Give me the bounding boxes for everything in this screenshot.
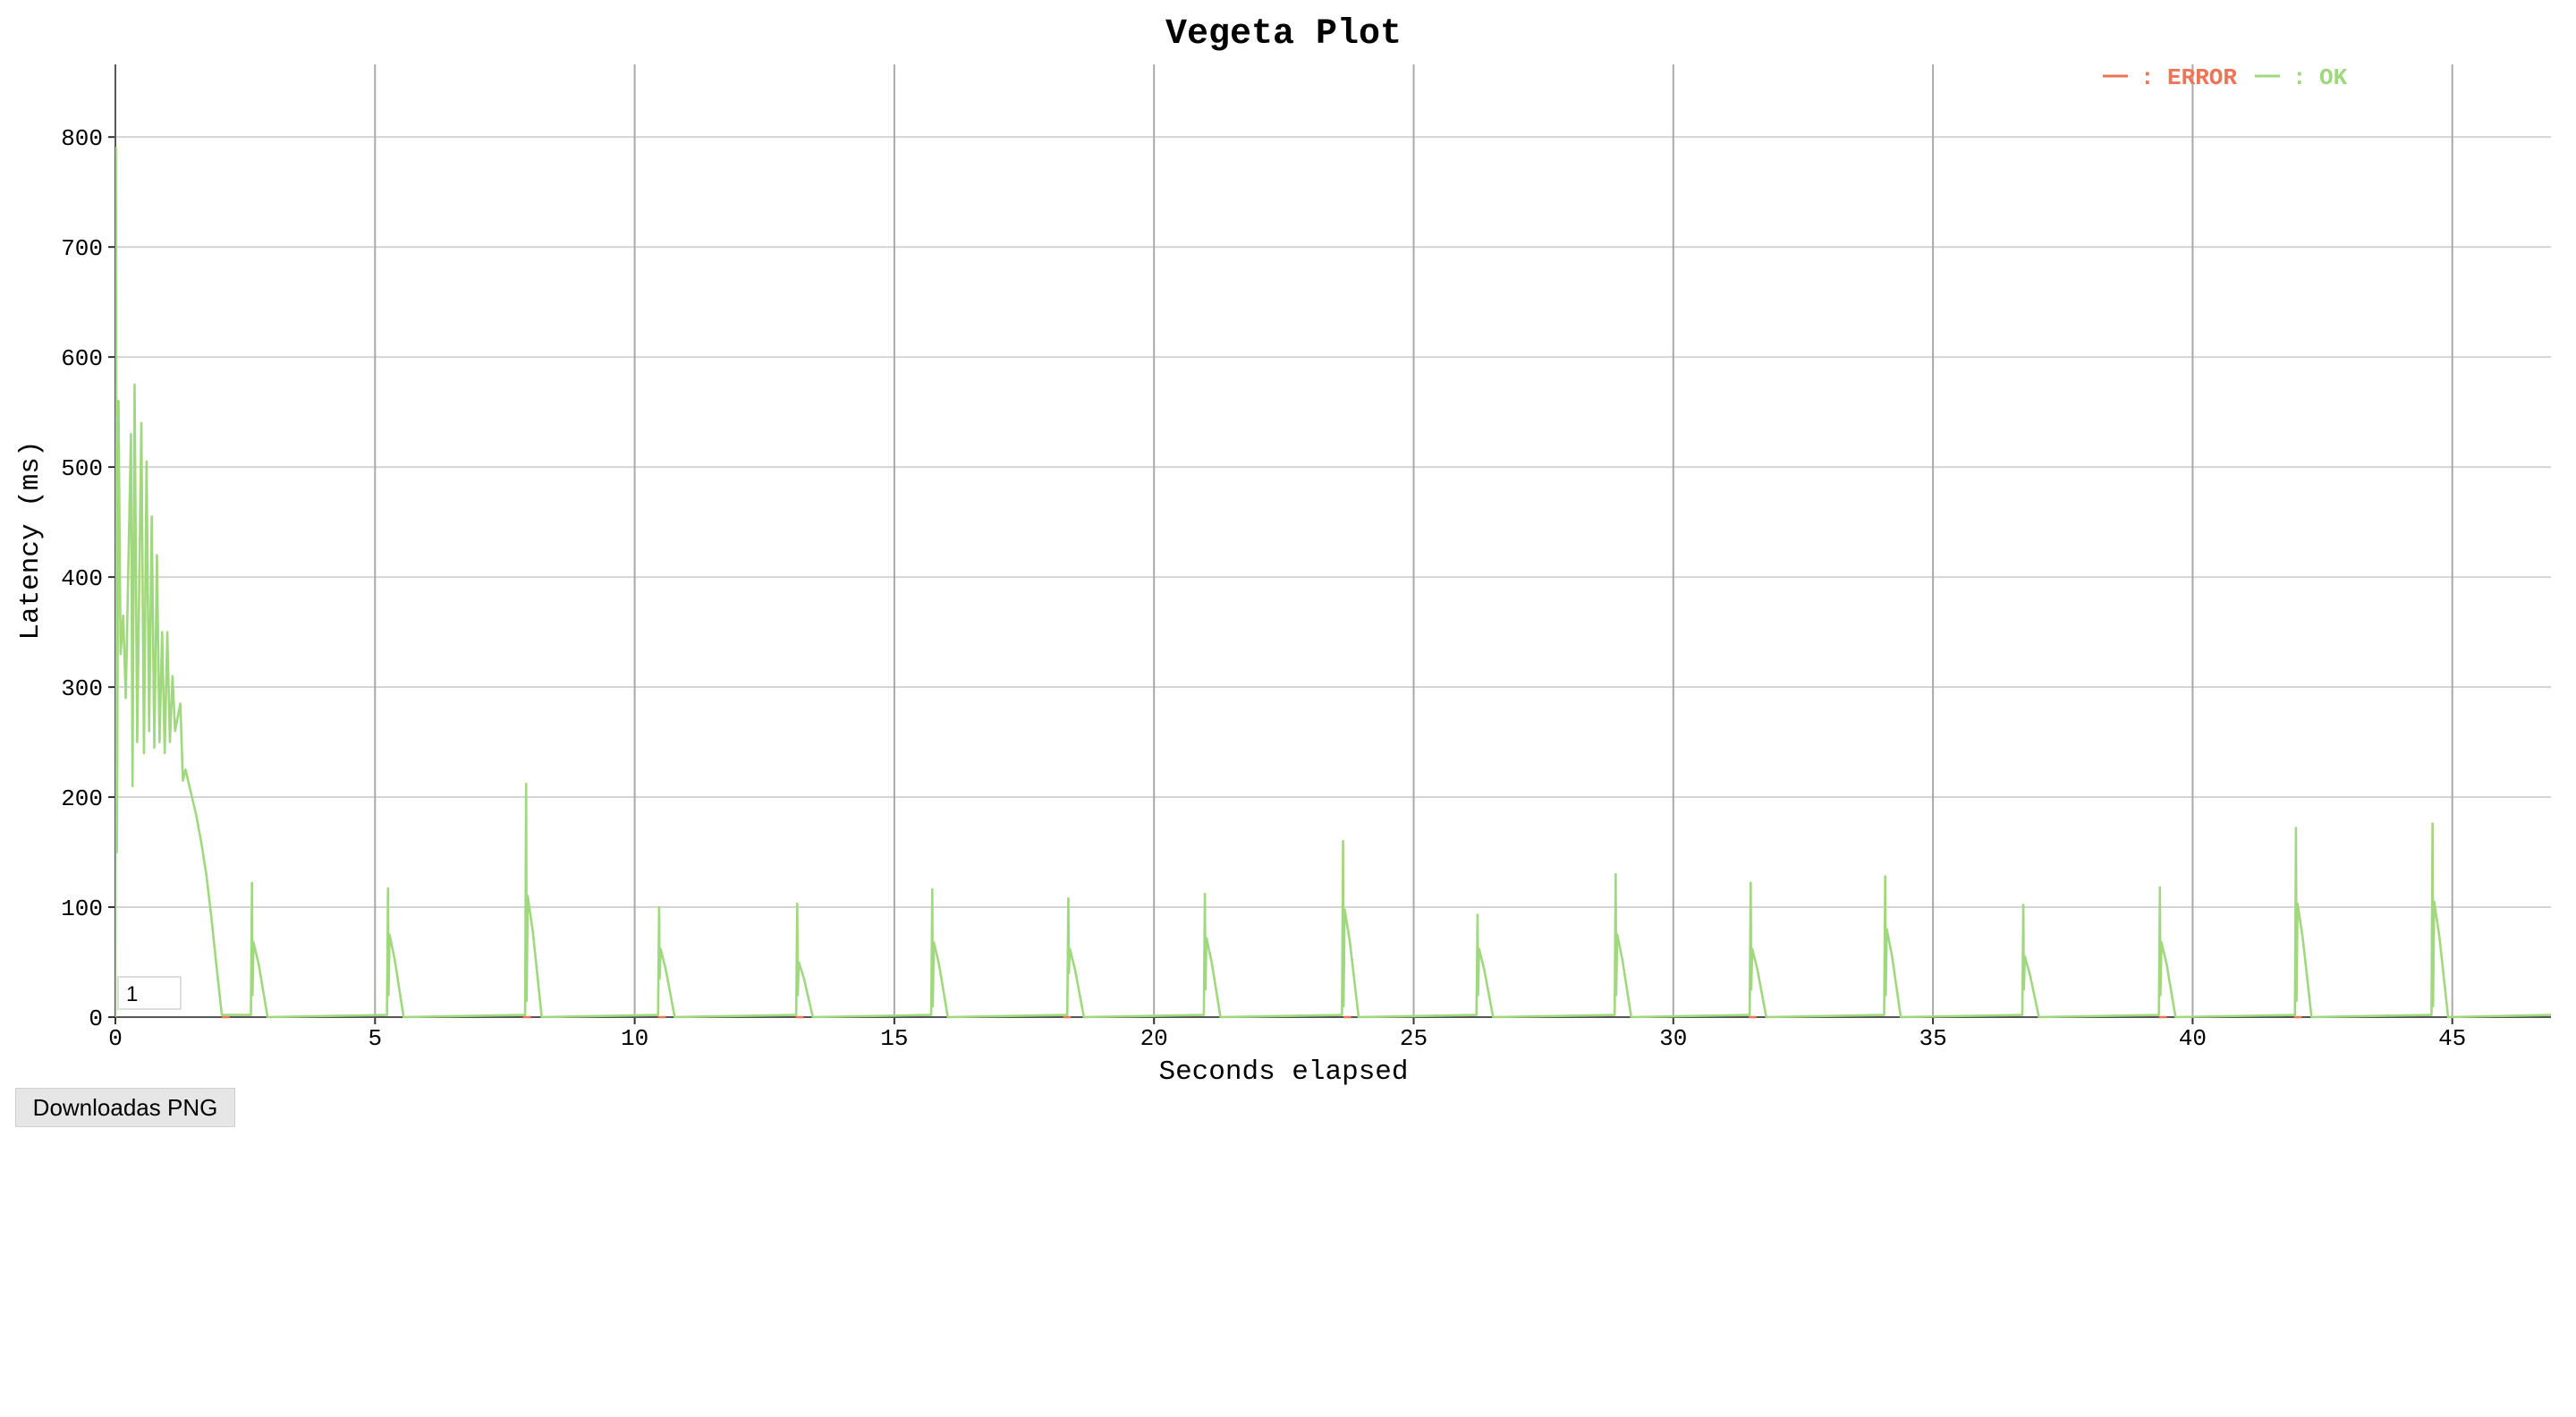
- x-tick-label: 0: [108, 1025, 123, 1052]
- x-tick-label: 15: [880, 1025, 908, 1052]
- y-tick-label: 100: [61, 895, 103, 922]
- legend-label: ERROR: [2167, 64, 2237, 91]
- y-tick-label: 400: [61, 565, 103, 592]
- x-tick-label: 35: [1919, 1025, 1946, 1052]
- plot-area: [115, 147, 2551, 1019]
- y-tick-label: 0: [89, 1005, 103, 1032]
- series-line: [115, 147, 2551, 1019]
- legend-separator: :: [2140, 64, 2155, 91]
- legend-separator: :: [2292, 64, 2307, 91]
- download-button[interactable]: Downloadas PNG: [15, 1088, 235, 1127]
- y-tick-label: 300: [61, 675, 103, 702]
- x-tick-label: 40: [2179, 1025, 2207, 1052]
- input-box[interactable]: 1: [117, 976, 182, 1010]
- y-tick-label: 800: [61, 125, 103, 152]
- x-tick-label: 45: [2438, 1025, 2466, 1052]
- y-tick-label: 700: [61, 235, 103, 262]
- x-tick-label: 30: [1659, 1025, 1687, 1052]
- chart: Vegeta Plot Seconds elapsed Latency (ms)…: [15, 14, 2551, 1088]
- y-tick-label: 200: [61, 785, 103, 812]
- y-tick-label: 600: [61, 345, 103, 372]
- x-tick-label: 20: [1140, 1025, 1168, 1052]
- chart-title: Vegeta Plot: [1165, 14, 1402, 55]
- y-axis-label: Latency (ms): [15, 440, 47, 640]
- x-tick-label: 5: [368, 1025, 382, 1052]
- x-axis-label: Seconds elapsed: [1158, 1056, 1408, 1088]
- legend-label: OK: [2319, 64, 2348, 91]
- y-tick-label: 500: [61, 455, 103, 482]
- x-tick-label: 25: [1400, 1025, 1428, 1052]
- x-tick-label: 10: [621, 1025, 648, 1052]
